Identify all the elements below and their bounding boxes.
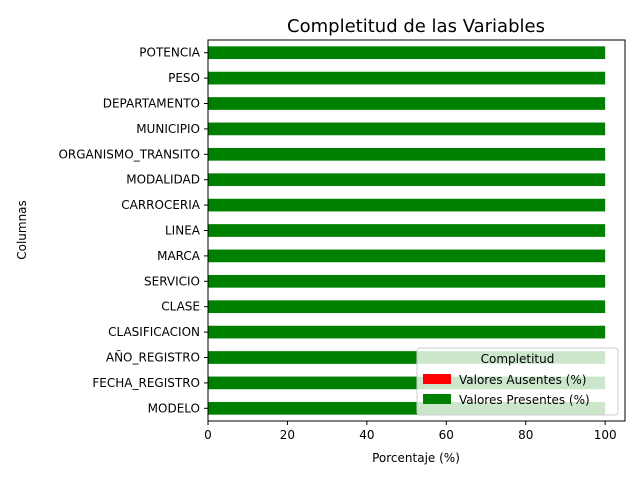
y-tick-label: SERVICIO bbox=[144, 274, 200, 288]
x-tick-label: 0 bbox=[204, 428, 212, 442]
y-tick-label: DEPARTAMENTO bbox=[103, 97, 200, 111]
y-tick-label: MUNICIPIO bbox=[136, 122, 200, 136]
bars-group bbox=[208, 46, 606, 415]
y-tick-label: MODALIDAD bbox=[126, 173, 200, 187]
x-tick-label: 20 bbox=[280, 428, 295, 442]
bar-present-departamento bbox=[208, 97, 606, 110]
y-tick-label: LINEA bbox=[165, 224, 201, 238]
bar-present-potencia bbox=[208, 46, 606, 60]
legend-swatch bbox=[423, 374, 451, 384]
bar-present-peso bbox=[208, 71, 606, 85]
y-tick-label: CARROCERIA bbox=[121, 198, 201, 212]
legend-swatch bbox=[423, 394, 451, 404]
y-tick-label: FECHA_REGISTRO bbox=[92, 376, 200, 390]
chart-title: Completitud de las Variables bbox=[287, 16, 545, 37]
x-tick-label: 40 bbox=[359, 428, 374, 442]
y-tick-label: CLASE bbox=[161, 300, 200, 314]
bar-present-clasificacion bbox=[208, 325, 606, 339]
y-tick-label: PESO bbox=[168, 71, 200, 85]
y-tick-label: POTENCIA bbox=[139, 46, 200, 60]
y-axis-label: Columnas bbox=[15, 200, 29, 260]
x-tick-label: 100 bbox=[594, 428, 617, 442]
legend-label: Valores Presentes (%) bbox=[459, 393, 590, 407]
y-tick-label: MODELO bbox=[148, 401, 200, 415]
bar-present-clase bbox=[208, 300, 606, 314]
y-tick-label: ORGANISMO_TRANSITO bbox=[58, 147, 200, 161]
y-tick-label: CLASIFICACION bbox=[108, 325, 200, 339]
y-tick-label: MARCA bbox=[157, 249, 201, 263]
bar-present-linea bbox=[208, 224, 606, 237]
bar-present-modalidad bbox=[208, 173, 606, 187]
bar-present-organismo-transito bbox=[208, 147, 606, 161]
bar-present-servicio bbox=[208, 274, 606, 288]
x-tick-label: 80 bbox=[518, 428, 533, 442]
legend: Completitud Valores Ausentes (%) Valores P… bbox=[416, 347, 619, 416]
y-tick-label: AÑO_REGISTRO bbox=[106, 350, 200, 365]
bar-present-municipio bbox=[208, 122, 606, 136]
bar-present-marca bbox=[208, 249, 606, 263]
bar-present-carroceria bbox=[208, 198, 606, 212]
axes-group: 0 20 40 60 80 100 MODELO FECHA_REGISTRO AÑO_REGI… bbox=[58, 39, 626, 442]
legend-title: Completitud bbox=[481, 352, 555, 366]
x-tick-label: 60 bbox=[439, 428, 454, 442]
x-axis-label: Porcentaje (%) bbox=[372, 451, 460, 465]
legend-label: Valores Ausentes (%) bbox=[459, 373, 586, 387]
legend-box bbox=[416, 347, 619, 416]
